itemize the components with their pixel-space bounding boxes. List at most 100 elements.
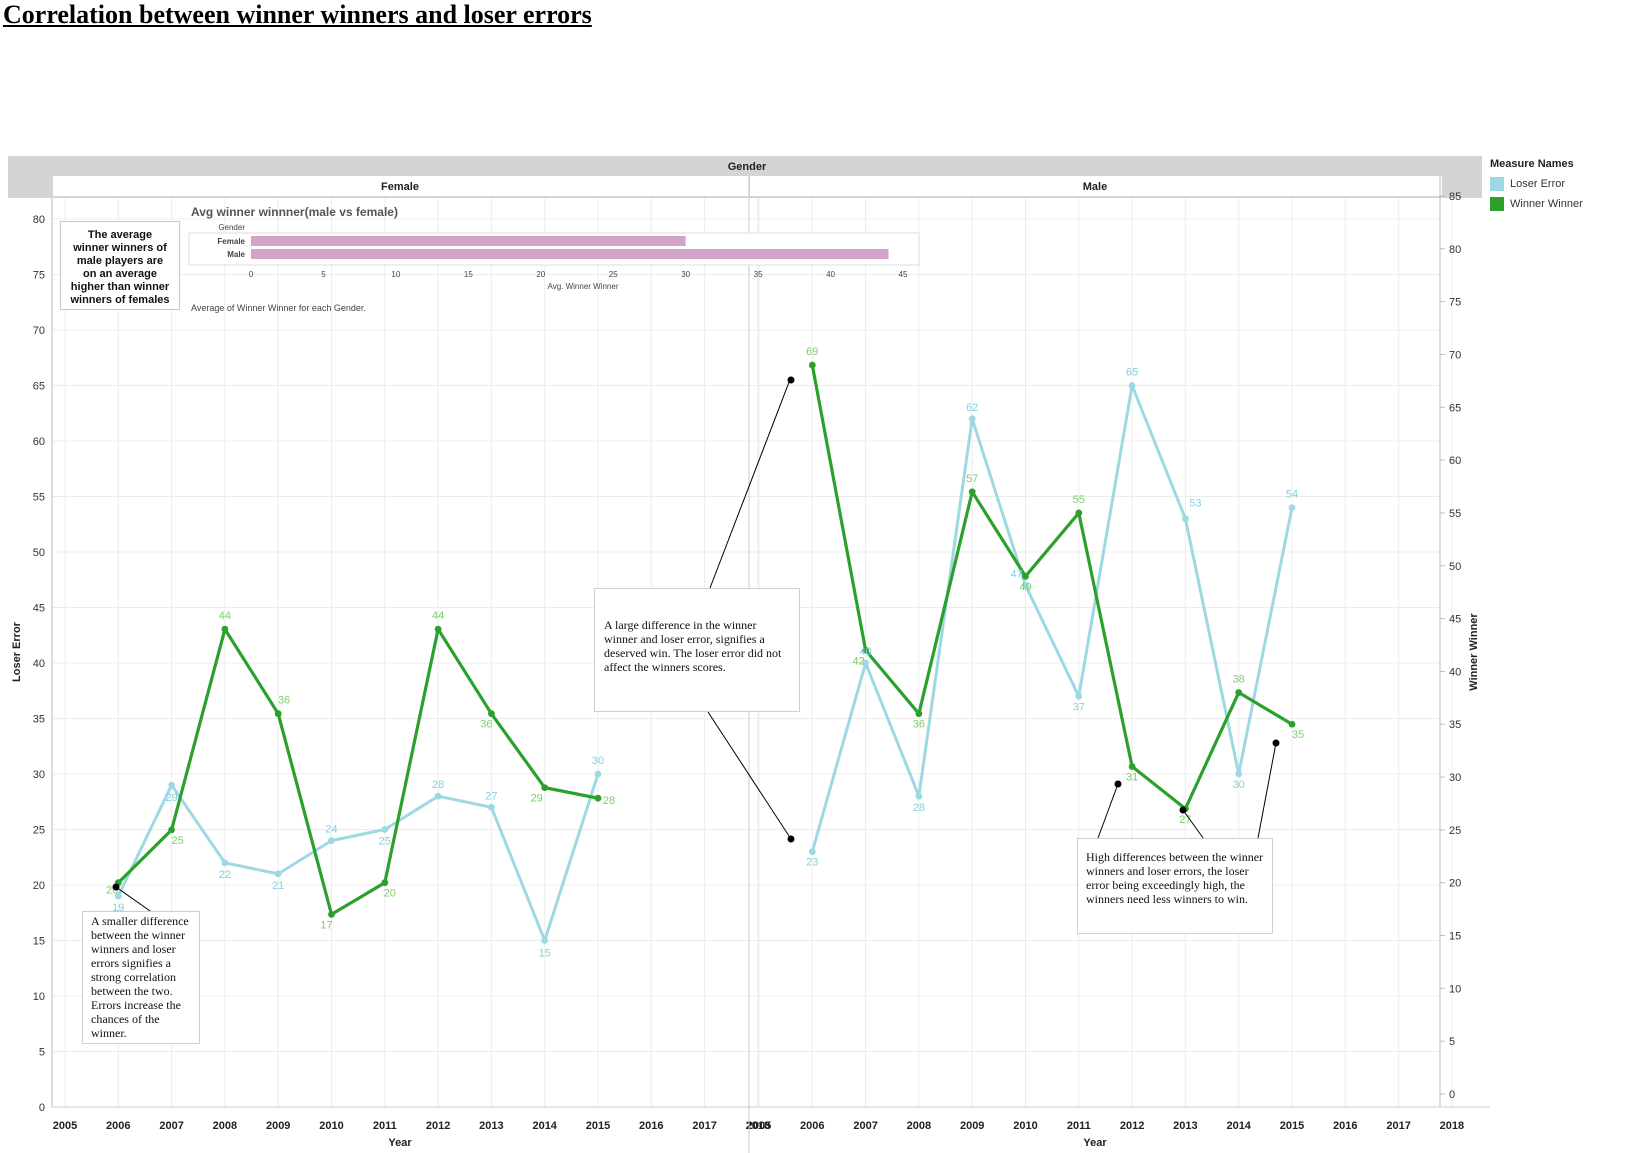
pointer-high-differences-3 xyxy=(1257,742,1277,839)
y-tick-label-left: 50 xyxy=(33,547,45,559)
legend-item-winner-winner[interactable]: Winner Winner xyxy=(1490,194,1583,214)
data-point-female-loser-error xyxy=(328,837,335,844)
legend-label-loser-error: Loser Error xyxy=(1510,178,1566,190)
y-tick-label-left: 70 xyxy=(33,325,45,337)
x-tick-label: 2014 xyxy=(532,1120,557,1132)
y-axis-title-left: Loser Error xyxy=(11,621,23,682)
x-tick-label: 2016 xyxy=(1333,1120,1357,1132)
data-label-male-winner-winner: 42 xyxy=(852,655,864,667)
data-label-male-loser-error: 62 xyxy=(966,402,978,414)
data-point-male-winner-winner xyxy=(1022,572,1029,580)
large-difference-note: A large difference in the winner winner … xyxy=(594,588,800,712)
data-point-male-winner-winner xyxy=(862,646,869,654)
y-tick-label-right: 5 xyxy=(1449,1036,1455,1048)
legend: Measure Names Loser Error Winner Winner xyxy=(1490,158,1583,214)
data-label-female-loser-error: 28 xyxy=(432,779,444,791)
data-point-male-loser-error xyxy=(1235,770,1243,778)
female-panel-label: Female xyxy=(381,181,419,193)
data-point-male-winner-winner xyxy=(1288,720,1296,728)
inset-x-tick-label: 25 xyxy=(609,270,618,279)
data-label-male-winner-winner: 35 xyxy=(1292,729,1304,741)
data-label-female-loser-error: 29 xyxy=(165,792,177,804)
data-point-male-loser-error xyxy=(1128,382,1136,389)
data-label-male-winner-winner: 57 xyxy=(966,473,978,485)
x-tick-label: 2012 xyxy=(1120,1120,1144,1132)
x-tick-label: 2010 xyxy=(1013,1120,1037,1132)
pointer-high-differences-2 xyxy=(1182,809,1207,843)
y-tick-label-left: 35 xyxy=(33,714,45,726)
legend-item-loser-error[interactable]: Loser Error xyxy=(1490,174,1583,194)
y-tick-label-right: 15 xyxy=(1449,931,1461,943)
series-line-female-winner-winner xyxy=(117,627,599,917)
panel-header-female-bg xyxy=(53,176,749,196)
data-point-female-winner-winner xyxy=(541,784,549,792)
data-point-male-winner-winner xyxy=(968,488,976,496)
data-point-female-loser-error xyxy=(594,770,602,778)
y-tick-label-left: 40 xyxy=(33,658,45,670)
data-point-female-loser-error xyxy=(221,859,229,867)
data-point-male-loser-error xyxy=(1022,581,1029,589)
x-tick-label: 2012 xyxy=(426,1120,450,1132)
y-axis-title-right: Winner Winner xyxy=(1468,613,1480,691)
data-label-female-loser-error: 22 xyxy=(219,869,231,881)
x-tick-label: 2006 xyxy=(800,1120,824,1132)
data-point-female-loser-error xyxy=(434,792,442,800)
inset-bar-male xyxy=(251,249,889,259)
inset-row-header: Gender xyxy=(218,223,245,232)
data-point-female-winner-winner xyxy=(168,826,176,834)
x-tick-label: 2009 xyxy=(266,1120,290,1132)
data-label-male-loser-error: 28 xyxy=(913,802,925,814)
y-tick-label-left: 65 xyxy=(33,381,45,393)
data-point-female-loser-error xyxy=(541,937,549,944)
data-label-female-loser-error: 21 xyxy=(272,880,284,892)
x-tick-label: 2008 xyxy=(907,1120,931,1132)
data-label-female-winner-winner: 44 xyxy=(432,610,444,622)
inset-x-tick-label: 45 xyxy=(899,270,908,279)
data-point-female-loser-error xyxy=(168,781,176,789)
data-point-female-winner-winner xyxy=(274,710,282,718)
x-tick-label: 2011 xyxy=(373,1120,397,1132)
data-label-female-loser-error: 27 xyxy=(485,790,497,802)
pointer-dot-high-differences-3 xyxy=(1272,739,1280,747)
data-label-male-winner-winner: 69 xyxy=(806,346,818,358)
data-label-female-loser-error: 24 xyxy=(325,824,337,836)
y-tick-label-left: 10 xyxy=(33,991,45,1003)
data-point-male-winner-winner xyxy=(1128,763,1136,770)
page-title: Correlation between winner winners and l… xyxy=(3,0,592,29)
inset-x-tick-label: 20 xyxy=(536,270,545,279)
data-label-male-loser-error: 54 xyxy=(1286,489,1298,501)
pointer-large-difference-upper xyxy=(709,376,792,589)
x-tick-label: 2015 xyxy=(586,1120,610,1132)
y-tick-label-left: 30 xyxy=(33,769,45,781)
pointer-dot-high-differences-1 xyxy=(1114,780,1122,788)
data-label-male-winner-winner: 36 xyxy=(913,719,925,731)
x-tick-label: 2013 xyxy=(1173,1120,1197,1132)
data-point-female-loser-error xyxy=(488,803,495,811)
x-tick-label: 2007 xyxy=(159,1120,183,1132)
data-point-female-loser-error xyxy=(114,892,122,900)
inset-chart-title: Avg winner winnner(male vs female) xyxy=(191,205,398,219)
x-tick-label: 2017 xyxy=(692,1120,716,1132)
inset-x-tick-label: 5 xyxy=(321,270,326,279)
x-tick-label: 2014 xyxy=(1226,1120,1251,1132)
small-difference-note: A smaller difference between the winner … xyxy=(82,911,200,1044)
x-tick-label: 2010 xyxy=(319,1120,343,1132)
x-tick-label: 2009 xyxy=(960,1120,984,1132)
pointer-large-difference-lower xyxy=(707,711,792,840)
x-axis-title: Year xyxy=(388,1137,412,1149)
x-tick-label: 2005 xyxy=(53,1120,77,1132)
data-label-female-loser-error: 15 xyxy=(539,948,551,960)
inset-x-tick-label: 40 xyxy=(826,270,835,279)
pointer-dot-high-differences-2 xyxy=(1179,806,1187,814)
pointer-high-differences-1 xyxy=(1097,783,1119,839)
y-tick-label-right: 60 xyxy=(1449,455,1461,467)
legend-swatch-loser-error xyxy=(1490,177,1504,191)
data-point-female-loser-error xyxy=(381,826,389,833)
annotation-pointers xyxy=(112,376,1280,919)
data-label-male-winner-winner: 38 xyxy=(1233,674,1245,686)
data-point-female-winner-winner xyxy=(488,710,495,718)
x-tick-label: 2013 xyxy=(479,1120,503,1132)
data-point-male-winner-winner xyxy=(1235,689,1243,696)
y-tick-label-left: 75 xyxy=(33,270,45,282)
legend-label-winner-winner: Winner Winner xyxy=(1510,198,1583,210)
